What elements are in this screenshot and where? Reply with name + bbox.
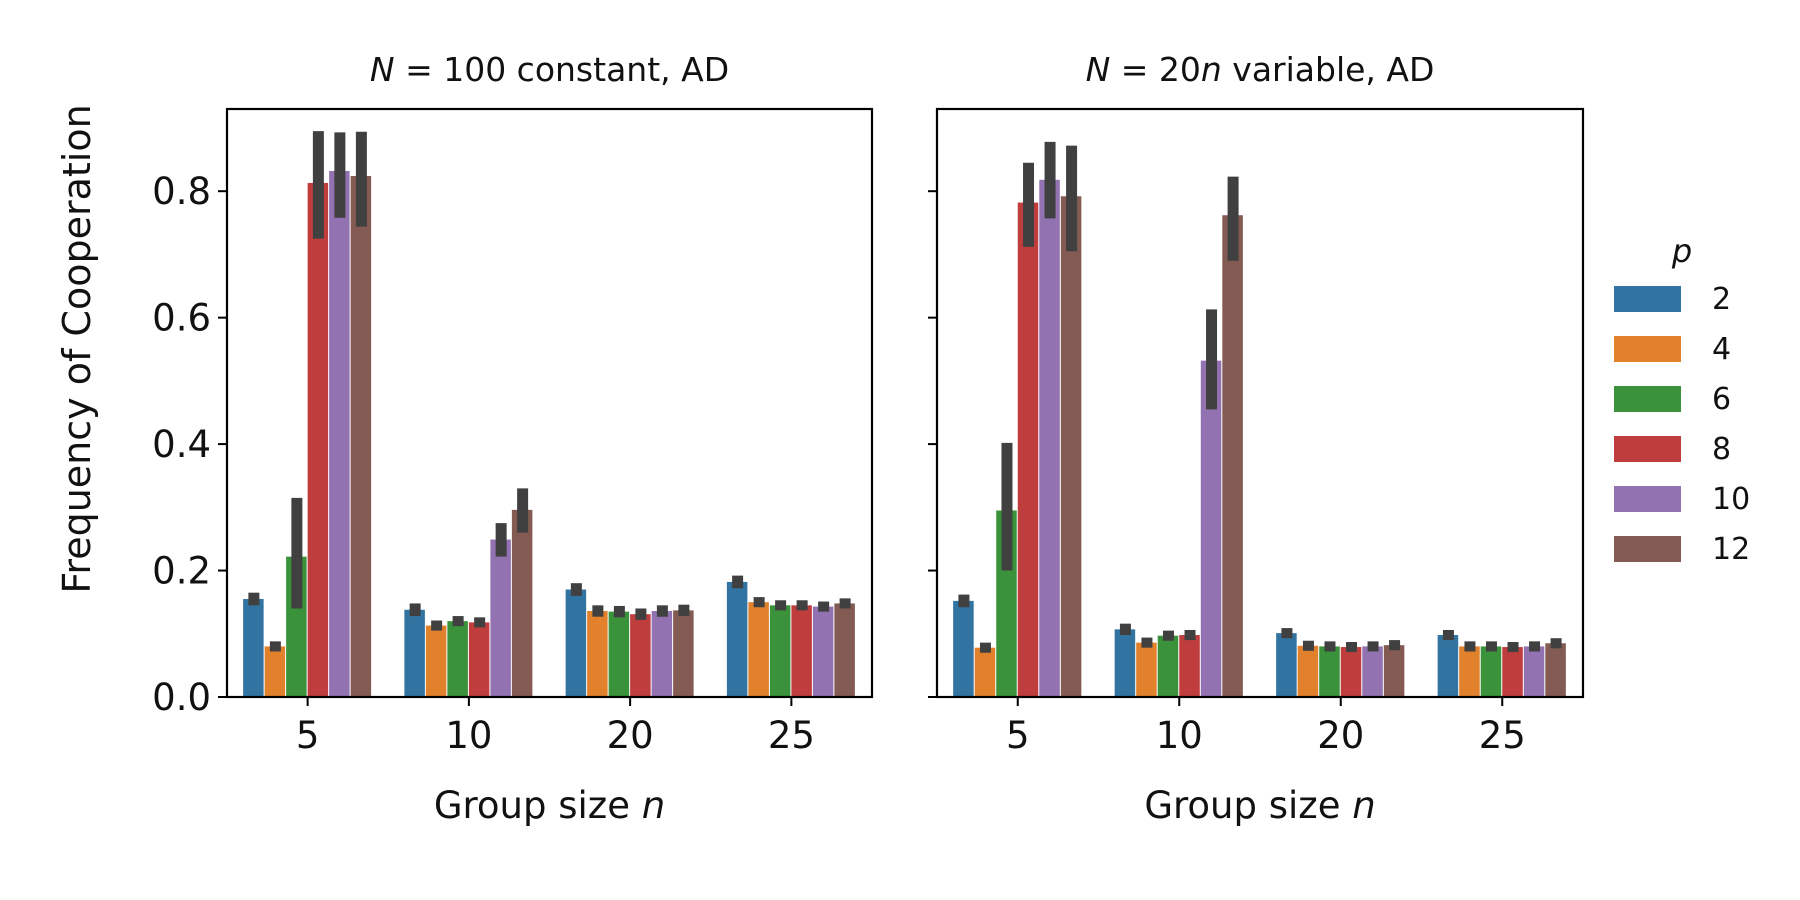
bar: [673, 610, 694, 697]
bar: [1502, 647, 1523, 697]
y-axis-label: Frequency of Cooperation: [55, 104, 99, 593]
y-tick-label: 0.6: [152, 297, 211, 340]
text-part: N: [370, 50, 395, 89]
bar: [1200, 360, 1222, 697]
bar: [1480, 646, 1502, 697]
x-tick-label: 5: [296, 714, 320, 757]
legend-swatch: [1614, 436, 1681, 462]
x-tick-label: 25: [768, 714, 815, 757]
legend-swatch: [1614, 286, 1681, 312]
bar: [425, 625, 447, 697]
bar: [565, 589, 587, 697]
legend-swatch: [1614, 336, 1681, 362]
bar: [748, 602, 769, 697]
legend-swatch: [1614, 386, 1681, 412]
text-part: n: [1201, 50, 1222, 89]
bar: [329, 170, 350, 697]
chart-title: N = 20n variable, AD: [1086, 50, 1435, 89]
bar: [812, 606, 834, 697]
text-part: Group size: [434, 784, 642, 827]
text-part: = 100 constant, AD: [395, 50, 730, 89]
bar: [1276, 633, 1297, 697]
y-tick-label: 0.4: [152, 423, 211, 466]
bar: [264, 646, 286, 697]
bar: [1017, 202, 1039, 697]
legend-swatch: [1614, 486, 1681, 512]
bar: [1523, 646, 1545, 697]
y-tick-label: 0.0: [152, 676, 211, 719]
bar: [1222, 215, 1243, 697]
chart-title: N = 100 constant, AD: [370, 50, 729, 89]
bar: [1136, 642, 1157, 697]
bar: [447, 621, 468, 697]
bar: [1437, 635, 1459, 697]
bar: [1362, 646, 1383, 697]
bar: [791, 605, 812, 697]
legend-label: 4: [1712, 332, 1731, 367]
bar: [307, 182, 329, 698]
bar: [1459, 646, 1480, 697]
bar: [1319, 646, 1340, 697]
x-tick-label: 20: [607, 714, 654, 757]
bar: [608, 611, 630, 697]
bar: [1340, 647, 1362, 697]
bar: [1039, 179, 1060, 697]
bar: [243, 599, 264, 697]
bar: [1383, 645, 1405, 697]
bar: [726, 581, 748, 697]
bar: [630, 614, 651, 697]
x-axis-label: Group size n: [434, 784, 665, 827]
text-part: variable, AD: [1222, 50, 1435, 89]
bar: [1179, 635, 1200, 697]
legend-label: 6: [1712, 382, 1731, 417]
axes-frame: [225, 107, 874, 699]
text-part: = 20: [1110, 50, 1201, 89]
legend-label: 2: [1712, 282, 1731, 317]
bar: [1114, 629, 1136, 697]
x-tick-label: 20: [1317, 714, 1364, 757]
text-part: n: [1352, 784, 1375, 827]
legend-swatch: [1614, 536, 1681, 562]
bar: [511, 509, 533, 697]
bar: [769, 605, 791, 697]
bar: [468, 622, 490, 697]
bar: [404, 609, 425, 697]
legend-label: 8: [1712, 432, 1731, 467]
x-tick-label: 10: [1156, 714, 1203, 757]
text-part: Group size: [1144, 784, 1352, 827]
bar: [834, 603, 855, 697]
bar: [1157, 635, 1179, 697]
bar: [953, 600, 974, 697]
legend-label: 12: [1712, 532, 1750, 567]
legend-title: p: [1671, 232, 1692, 270]
legend-label: 10: [1712, 482, 1750, 517]
x-tick-label: 5: [1006, 714, 1030, 757]
axes-frame: [935, 107, 1585, 699]
bar: [490, 539, 511, 697]
y-tick-label: 0.8: [152, 170, 211, 213]
x-axis-label: Group size n: [1144, 784, 1375, 827]
bar: [1545, 643, 1566, 697]
text-part: n: [642, 784, 665, 827]
bar: [974, 647, 996, 697]
bar: [587, 611, 608, 697]
x-tick-label: 25: [1479, 714, 1526, 757]
legend: p2 4 6 8 10 12: [1614, 232, 1750, 567]
panels: 0.0 0.2 0.4 0.6 0.8 5 10 20 25 N = 100 constant, …: [152, 50, 1585, 827]
y-tick-label: 0.2: [152, 550, 211, 593]
bar: [1060, 196, 1082, 697]
bar: [350, 176, 372, 697]
text-part: N: [1086, 50, 1111, 89]
chart-panel: 0.0 0.2 0.4 0.6 0.8 5 10 20 25 N = 100 constant, …: [152, 50, 874, 827]
bar: [651, 611, 673, 697]
x-tick-label: 10: [445, 714, 492, 757]
bar: [1297, 645, 1319, 697]
